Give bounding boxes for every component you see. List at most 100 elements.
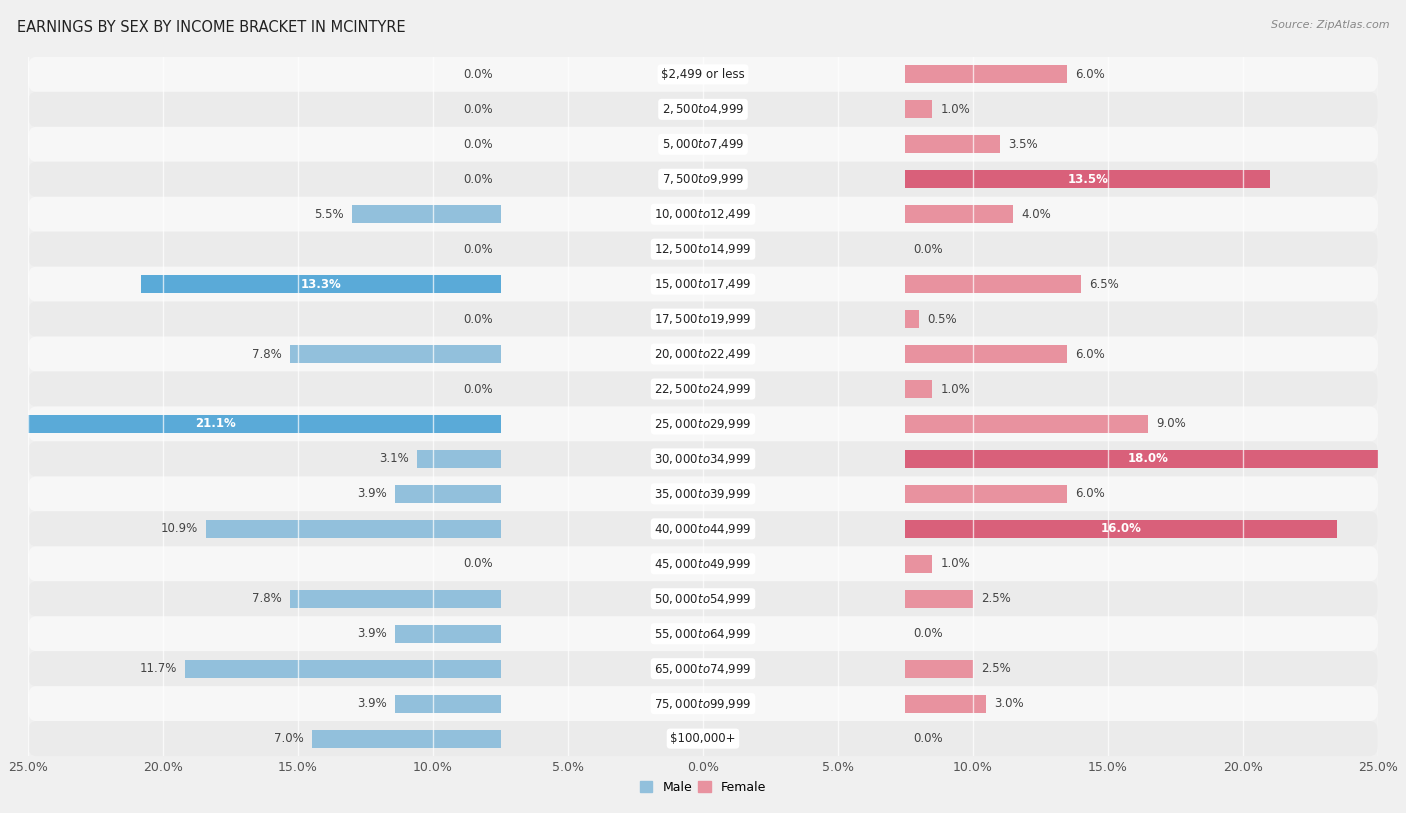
Text: 2.5%: 2.5% [981,593,1011,605]
Text: 21.1%: 21.1% [195,418,236,430]
Text: $25,000 to $29,999: $25,000 to $29,999 [654,417,752,431]
FancyBboxPatch shape [28,546,1378,581]
Text: 9.0%: 9.0% [1157,418,1187,430]
Text: 4.0%: 4.0% [1022,208,1052,220]
FancyBboxPatch shape [28,581,1378,616]
Text: 3.0%: 3.0% [994,698,1024,710]
Text: 2.5%: 2.5% [981,663,1011,675]
Text: $20,000 to $22,499: $20,000 to $22,499 [654,347,752,361]
Bar [0,415,501,433]
FancyBboxPatch shape [28,686,1378,721]
Text: $17,500 to $19,999: $17,500 to $19,999 [654,312,752,326]
Text: $2,500 to $4,999: $2,500 to $4,999 [662,102,744,116]
Text: $22,500 to $24,999: $22,500 to $24,999 [654,382,752,396]
Text: 0.0%: 0.0% [463,173,492,185]
Text: $7,500 to $9,999: $7,500 to $9,999 [662,172,744,186]
Bar [905,275,1081,293]
Text: 3.5%: 3.5% [1008,138,1038,150]
Text: 0.0%: 0.0% [463,68,492,80]
Text: 0.5%: 0.5% [927,313,956,325]
Bar [395,624,501,643]
Bar [905,170,1270,189]
FancyBboxPatch shape [28,232,1378,267]
Text: 13.3%: 13.3% [301,278,342,290]
Bar [905,554,932,573]
Bar [905,345,1067,363]
Text: 7.8%: 7.8% [252,593,281,605]
Bar [905,520,1337,538]
Text: $45,000 to $49,999: $45,000 to $49,999 [654,557,752,571]
Bar [312,729,501,748]
Bar [395,485,501,503]
Text: 0.0%: 0.0% [914,243,943,255]
FancyBboxPatch shape [28,302,1378,337]
Text: 0.0%: 0.0% [463,138,492,150]
Bar [905,589,973,608]
Text: 0.0%: 0.0% [463,558,492,570]
FancyBboxPatch shape [28,406,1378,441]
Text: EARNINGS BY SEX BY INCOME BRACKET IN MCINTYRE: EARNINGS BY SEX BY INCOME BRACKET IN MCI… [17,20,405,35]
Text: 3.9%: 3.9% [357,628,387,640]
Bar [905,205,1014,224]
Bar [905,659,973,678]
Bar [905,100,932,119]
Bar [905,310,920,328]
Text: $65,000 to $74,999: $65,000 to $74,999 [654,662,752,676]
Text: 5.5%: 5.5% [315,208,344,220]
Text: 7.0%: 7.0% [274,733,304,745]
Text: 6.0%: 6.0% [1076,488,1105,500]
Text: 3.9%: 3.9% [357,698,387,710]
Bar [905,694,987,713]
Text: 1.0%: 1.0% [941,383,970,395]
Text: 18.0%: 18.0% [1128,453,1168,465]
FancyBboxPatch shape [28,57,1378,92]
Bar [352,205,501,224]
Text: 1.0%: 1.0% [941,558,970,570]
Text: 6.5%: 6.5% [1090,278,1119,290]
Text: 13.5%: 13.5% [1067,173,1108,185]
FancyBboxPatch shape [28,337,1378,372]
Bar [905,135,1000,154]
Text: $55,000 to $64,999: $55,000 to $64,999 [654,627,752,641]
Text: 10.9%: 10.9% [160,523,198,535]
Text: 7.8%: 7.8% [252,348,281,360]
Text: $2,499 or less: $2,499 or less [661,68,745,80]
Bar [184,659,501,678]
Text: $50,000 to $54,999: $50,000 to $54,999 [654,592,752,606]
Text: 0.0%: 0.0% [914,628,943,640]
Text: 0.0%: 0.0% [914,733,943,745]
FancyBboxPatch shape [28,721,1378,756]
FancyBboxPatch shape [28,267,1378,302]
Text: $30,000 to $34,999: $30,000 to $34,999 [654,452,752,466]
Bar [905,380,932,398]
Bar [905,415,1149,433]
Text: 3.9%: 3.9% [357,488,387,500]
FancyBboxPatch shape [28,197,1378,232]
FancyBboxPatch shape [28,476,1378,511]
Bar [290,345,501,363]
Text: Source: ZipAtlas.com: Source: ZipAtlas.com [1271,20,1389,30]
Bar [905,65,1067,84]
Text: $40,000 to $44,999: $40,000 to $44,999 [654,522,752,536]
Bar [395,694,501,713]
Text: $15,000 to $17,499: $15,000 to $17,499 [654,277,752,291]
Text: 6.0%: 6.0% [1076,68,1105,80]
FancyBboxPatch shape [28,616,1378,651]
Text: 6.0%: 6.0% [1076,348,1105,360]
Bar [905,485,1067,503]
Text: 3.1%: 3.1% [380,453,409,465]
Bar [207,520,501,538]
FancyBboxPatch shape [28,127,1378,162]
Text: 11.7%: 11.7% [139,663,177,675]
FancyBboxPatch shape [28,441,1378,476]
Bar [142,275,501,293]
FancyBboxPatch shape [28,651,1378,686]
Text: $35,000 to $39,999: $35,000 to $39,999 [654,487,752,501]
Text: $12,500 to $14,999: $12,500 to $14,999 [654,242,752,256]
Text: $5,000 to $7,499: $5,000 to $7,499 [662,137,744,151]
Text: $10,000 to $12,499: $10,000 to $12,499 [654,207,752,221]
Text: 16.0%: 16.0% [1101,523,1142,535]
Text: 0.0%: 0.0% [463,313,492,325]
Bar [416,450,501,468]
Text: $75,000 to $99,999: $75,000 to $99,999 [654,697,752,711]
